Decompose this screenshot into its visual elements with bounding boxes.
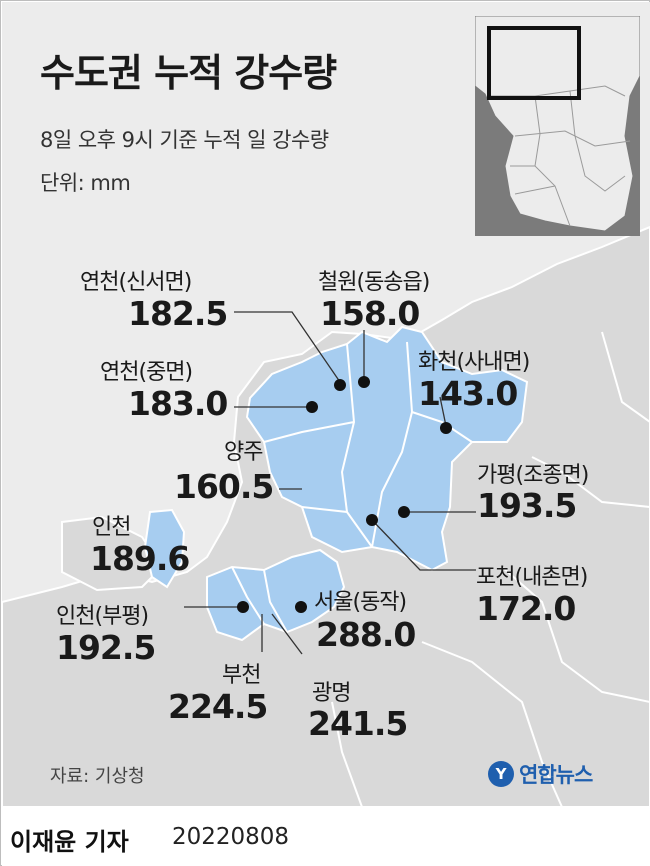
base-map <box>2 225 650 807</box>
station-value-yeoncheon-jung: 183.0 <box>128 384 228 423</box>
province-boundaries <box>490 85 631 227</box>
station-value-yeoncheon-sinseo: 182.5 <box>128 294 228 333</box>
page-title: 수도권 누적 강수량 <box>40 51 337 95</box>
region-south <box>206 548 346 642</box>
station-name-cheorwon: 철원(동송읍) <box>318 270 430 295</box>
station-name-incheon-bupyeong: 인천(부평) <box>56 604 149 629</box>
region-incheon-island <box>143 508 186 589</box>
station-value-pocheon: 172.0 <box>476 589 576 628</box>
inset-map-drawing <box>474 15 641 232</box>
station-name-hwacheon: 화천(사내면) <box>418 350 530 375</box>
station-marker <box>398 506 410 518</box>
station-value-gwangmyeong: 241.5 <box>308 704 408 743</box>
station-value-seoul-dongjak: 288.0 <box>316 615 416 654</box>
station-name-bucheon: 부천 <box>222 663 261 688</box>
station-name-gapyeong: 가평(조종면) <box>477 463 589 488</box>
yonhap-logo-text: 연합뉴스 <box>519 763 593 787</box>
region-boundaries <box>231 341 473 633</box>
leader-line <box>271 613 303 655</box>
inset-map <box>474 15 641 236</box>
reporter-name: 이재윤 기자 <box>10 828 129 856</box>
map-area: 수도권 누적 강수량 8일 오후 9시 기준 누적 일 강수량 단위: mm 연… <box>2 2 650 807</box>
yonhap-logo-icon: Y <box>488 761 514 787</box>
admin-boundaries <box>331 331 650 807</box>
station-value-incheon-bupyeong: 192.5 <box>56 628 156 667</box>
leader-line <box>234 311 341 383</box>
leader-line <box>439 396 447 427</box>
station-value-gapyeong: 193.5 <box>477 486 577 525</box>
station-name-yangju: 양주 <box>224 440 263 465</box>
station-name-seoul-dongjak: 서울(동작) <box>314 590 407 615</box>
station-markers <box>237 376 452 613</box>
peninsula-shape <box>474 15 641 232</box>
station-name-gwangmyeong: 광명 <box>312 681 351 706</box>
yonhap-logo: Y 연합뉴스 <box>488 759 593 789</box>
station-marker <box>440 422 452 434</box>
station-value-yangju: 160.5 <box>174 467 274 506</box>
footer: 이재윤 기자 20220808 <box>2 807 650 866</box>
station-marker <box>306 401 318 413</box>
station-name-yeoncheon-sinseo: 연천(신서면) <box>80 270 192 295</box>
station-marker <box>366 514 378 526</box>
station-name-pocheon: 포천(내촌면) <box>476 565 588 590</box>
station-value-hwacheon: 143.0 <box>418 374 518 413</box>
highlight-frame <box>487 26 581 100</box>
station-marker <box>295 601 307 613</box>
station-value-cheorwon: 158.0 <box>320 294 420 333</box>
station-value-bucheon: 224.5 <box>168 687 268 726</box>
source-credit: 자료: 기상청 <box>50 766 145 787</box>
station-marker <box>237 601 249 613</box>
subtitle: 8일 오후 9시 기준 누적 일 강수량 <box>40 128 329 152</box>
leader-line <box>371 519 476 571</box>
station-marker <box>358 376 370 388</box>
station-value-incheon: 189.6 <box>90 539 190 578</box>
unit-label: 단위: mm <box>40 171 131 195</box>
station-name-incheon: 인천 <box>92 515 131 540</box>
publish-date: 20220808 <box>172 824 290 850</box>
station-name-yeoncheon-jung: 연천(중면) <box>100 360 193 385</box>
station-marker <box>334 379 346 391</box>
leader-lines <box>184 311 476 655</box>
